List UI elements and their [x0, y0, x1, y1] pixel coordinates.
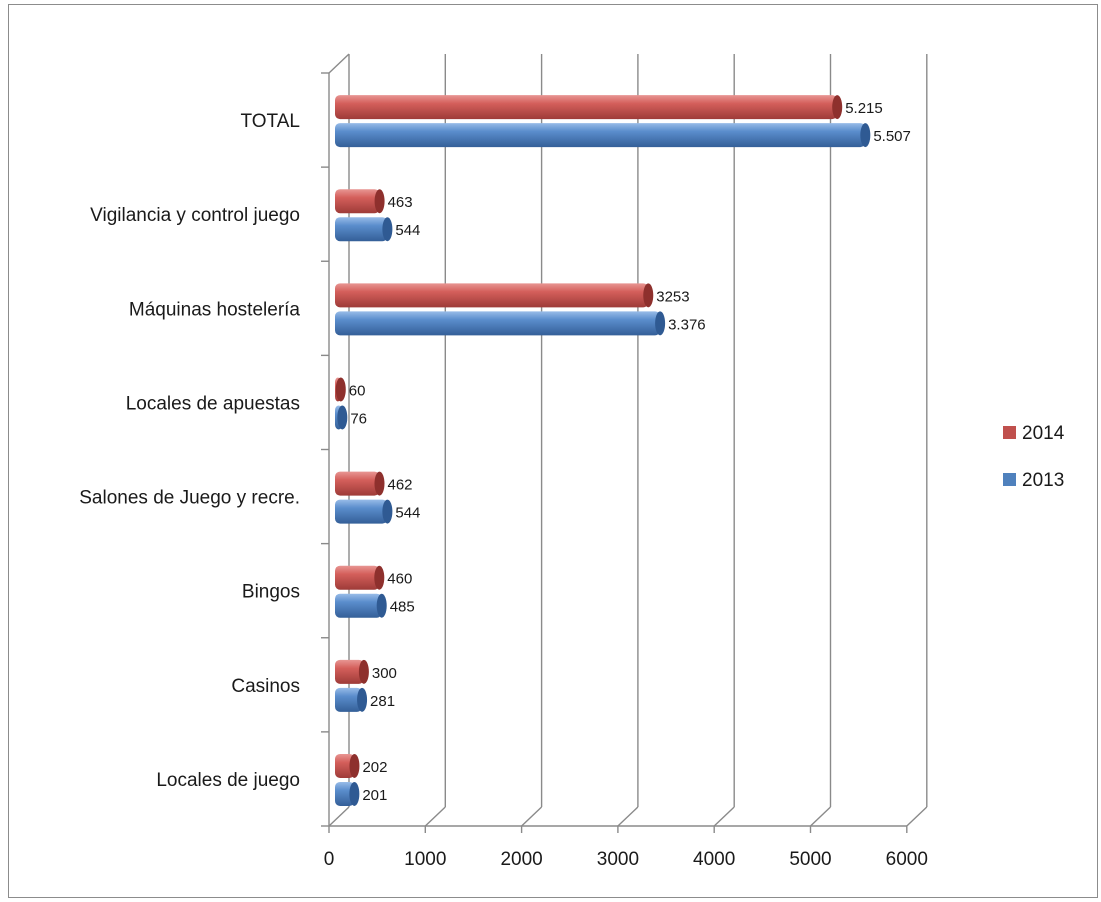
- bar-body: [335, 593, 382, 618]
- category-label: Locales de apuestas: [126, 393, 300, 414]
- category-label: Vigilancia y control juego: [90, 205, 300, 226]
- gridline-floor: [906, 806, 928, 827]
- legend-swatch: [1003, 473, 1016, 486]
- x-tick-label: 1000: [404, 849, 446, 870]
- bar-body: [335, 659, 364, 684]
- legend-item-2014: 2014: [1003, 423, 1065, 444]
- axes: [321, 53, 908, 833]
- bar-2014: [335, 565, 385, 590]
- gridline-floor: [521, 806, 543, 827]
- category-label: Locales de juego: [156, 770, 300, 791]
- bar-body: [335, 753, 355, 778]
- chart-frame: [8, 4, 1098, 898]
- data-label: 463: [388, 194, 413, 211]
- bar-body: [335, 499, 388, 524]
- bar-cap: [358, 659, 369, 684]
- data-label: 5.215: [845, 100, 883, 117]
- bar-cap: [335, 377, 346, 402]
- bar-cap: [643, 283, 654, 308]
- legend-label: 2014: [1022, 423, 1065, 444]
- bar-2014: [335, 189, 385, 214]
- bar-2013: [335, 687, 368, 712]
- category-label: Salones de Juego y recre.: [79, 488, 300, 509]
- bar-2014: [335, 377, 346, 402]
- bar-cap: [376, 593, 387, 618]
- x-tick-label: 6000: [886, 849, 928, 870]
- bar-body: [335, 311, 661, 336]
- floor-edge: [328, 806, 350, 827]
- bars: [335, 95, 871, 806]
- bar-2013: [335, 593, 387, 618]
- bar-2013: [335, 405, 348, 430]
- bar-cap: [832, 95, 843, 120]
- x-tick-label: 0: [324, 849, 335, 870]
- gridline-floor: [713, 806, 735, 827]
- data-label: 201: [362, 787, 387, 804]
- data-label: 5.507: [873, 128, 911, 145]
- legend-label: 2013: [1022, 470, 1064, 491]
- bar-body: [335, 687, 363, 712]
- data-label: 462: [387, 477, 412, 494]
- data-label: 544: [395, 505, 420, 522]
- data-label: 485: [390, 599, 415, 616]
- bar-2014: [335, 283, 654, 308]
- bar-2013: [335, 499, 393, 524]
- x-tick-label: 2000: [500, 849, 542, 870]
- data-label: 76: [350, 410, 367, 427]
- bar-cap: [374, 471, 385, 496]
- x-tick-label: 5000: [789, 849, 831, 870]
- category-label: Casinos: [231, 676, 300, 697]
- gridline-floor: [424, 806, 446, 827]
- x-tick-label: 3000: [597, 849, 639, 870]
- data-label: 60: [349, 382, 366, 399]
- bar-cap: [337, 405, 348, 430]
- bar-body: [335, 123, 866, 148]
- data-label: 202: [362, 759, 387, 776]
- bar-body: [335, 189, 380, 214]
- bar-2014: [335, 95, 843, 120]
- legend-item-2013: 2013: [1003, 470, 1064, 491]
- data-label: 3.376: [668, 316, 706, 333]
- bar-2013: [335, 217, 393, 242]
- bar-cap: [374, 189, 385, 214]
- data-label: 3253: [656, 288, 689, 305]
- bar-body: [335, 471, 380, 496]
- bar-2014: [335, 753, 360, 778]
- bar-cap: [860, 123, 871, 148]
- data-label: 544: [395, 222, 420, 239]
- bar-cap: [382, 217, 393, 242]
- category-label: Bingos: [242, 582, 300, 603]
- labels: 0 1000 2000 3000 4000 5000 6000 TOTAL Vigilancia…: [79, 100, 928, 870]
- bar-body: [335, 565, 380, 590]
- data-label: 460: [387, 571, 412, 588]
- gridlines: [424, 54, 928, 827]
- data-label: 300: [372, 665, 397, 682]
- data-label: 281: [370, 693, 395, 710]
- bar-cap: [655, 311, 666, 336]
- category-label: TOTAL: [241, 111, 300, 132]
- y-axis-top-edge: [328, 53, 350, 74]
- bar-cap: [349, 781, 360, 806]
- bar-2013: [335, 781, 360, 806]
- bar-2013: [335, 311, 666, 336]
- gridline-floor: [810, 806, 831, 827]
- legend-swatch: [1003, 426, 1016, 439]
- gridline-floor: [617, 806, 639, 827]
- legend: 2014 2013: [1003, 423, 1065, 491]
- bar-cap: [374, 565, 385, 590]
- x-tick-label: 4000: [693, 849, 735, 870]
- bar-cap: [382, 499, 393, 524]
- bar-2014: [335, 659, 369, 684]
- bar-2014: [335, 471, 385, 496]
- bar-body: [335, 781, 355, 806]
- category-label: Máquinas hostelería: [129, 299, 301, 320]
- bar-cap: [357, 687, 368, 712]
- bar-cap: [349, 753, 360, 778]
- bar-body: [335, 283, 649, 308]
- bar-body: [335, 95, 838, 120]
- bar-2013: [335, 123, 871, 148]
- bar-body: [335, 217, 388, 242]
